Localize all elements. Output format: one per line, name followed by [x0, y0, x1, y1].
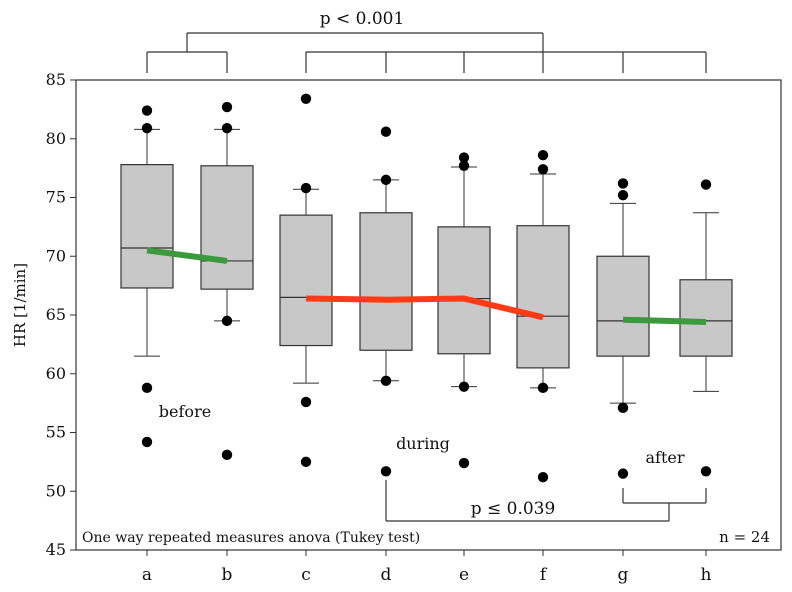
outlier-point: [537, 471, 549, 483]
group-label-after: after: [645, 448, 684, 467]
y-tick-label: 60: [46, 364, 66, 383]
plot-area: 45 50 55 60 65 70 75 80 85 a b c d e f g h p < 0.001 p ≤…: [46, 9, 733, 585]
x-tick-label: a: [142, 565, 152, 585]
x-tick-label: g: [618, 565, 629, 585]
box-group-b: [200, 101, 254, 461]
box-iqr: [200, 165, 254, 290]
outlier-point: [141, 436, 153, 448]
outlier-point: [221, 315, 233, 327]
mean-line-before: [146, 247, 228, 264]
box-series: [120, 93, 733, 483]
outlier-point: [537, 164, 549, 175]
outlier-point: [617, 189, 629, 201]
outlier-point: [458, 381, 470, 392]
mean-line-during: [305, 295, 544, 321]
box-iqr: [359, 212, 413, 351]
outlier-point: [221, 101, 233, 113]
y-tick-label: 70: [46, 246, 66, 265]
significance-label-top: p < 0.001: [320, 9, 405, 29]
y-tick-label: 50: [46, 481, 66, 500]
plot-frame: [75, 79, 782, 551]
x-axis: a b c d e f g h: [142, 550, 712, 585]
significance-bracket-top: p < 0.001: [146, 9, 707, 73]
footnote: One way repeated measures anova (Tukey t…: [82, 530, 420, 546]
box-iqr: [679, 279, 733, 357]
outlier-point: [458, 152, 470, 163]
outlier-point: [300, 182, 312, 194]
outlier-point: [617, 402, 629, 414]
x-tick-label: c: [301, 565, 311, 585]
outlier-point: [380, 174, 392, 186]
outlier-point: [300, 93, 312, 105]
outlier-point: [380, 466, 392, 477]
box-iqr: [120, 164, 174, 289]
outlier-point: [537, 382, 549, 394]
outlier-point: [458, 457, 470, 469]
outlier-point: [458, 160, 470, 171]
outlier-point: [537, 150, 549, 161]
significance-label-bottom: p ≤ 0.039: [471, 499, 556, 519]
box-group-e: [437, 152, 491, 469]
x-tick-label: e: [459, 565, 469, 585]
significance-bracket-bottom: p ≤ 0.039: [385, 480, 707, 522]
x-tick-label: h: [701, 565, 712, 585]
mean-lines: [146, 247, 707, 326]
y-tick-label: 85: [46, 70, 66, 89]
outlier-point: [221, 122, 233, 134]
group-label-before: before: [159, 402, 211, 421]
outlier-point: [617, 468, 629, 479]
x-tick-label: b: [222, 565, 233, 585]
outlier-point: [700, 466, 712, 477]
outlier-point: [300, 456, 312, 468]
outlier-point: [141, 105, 153, 116]
x-tick-label: d: [381, 565, 392, 585]
y-tick-label: 55: [46, 423, 66, 442]
y-tick-label: 80: [46, 129, 66, 148]
box-group-c: [279, 93, 333, 468]
y-axis: 45 50 55 60 65 70 75 80 85: [46, 70, 76, 559]
outlier-point: [300, 396, 312, 408]
box-group-d: [359, 126, 413, 477]
box-group-g: [596, 178, 650, 479]
box-group-a: [120, 105, 174, 448]
outlier-point: [141, 382, 153, 394]
outlier-point: [141, 122, 153, 134]
y-tick-label: 75: [46, 188, 66, 207]
box-iqr: [437, 226, 491, 355]
outlier-point: [380, 375, 392, 386]
outlier-point: [380, 126, 392, 137]
x-tick-label: f: [540, 565, 548, 585]
box-group-h: [679, 179, 733, 477]
y-tick-label: 45: [46, 540, 66, 559]
group-label-during: during: [396, 434, 450, 453]
outlier-point: [617, 178, 629, 189]
mean-line-after: [622, 316, 707, 326]
outlier-point: [221, 449, 233, 461]
box-iqr: [596, 255, 650, 357]
box-iqr: [516, 225, 570, 369]
significance-brackets: p < 0.001 p ≤ 0.039: [146, 9, 707, 522]
box-iqr: [279, 214, 333, 347]
y-tick-label: 65: [46, 305, 66, 324]
y-axis-label: HR [1/min]: [11, 263, 29, 347]
outlier-point: [700, 179, 712, 190]
sample-size-label: n = 24: [719, 528, 770, 546]
